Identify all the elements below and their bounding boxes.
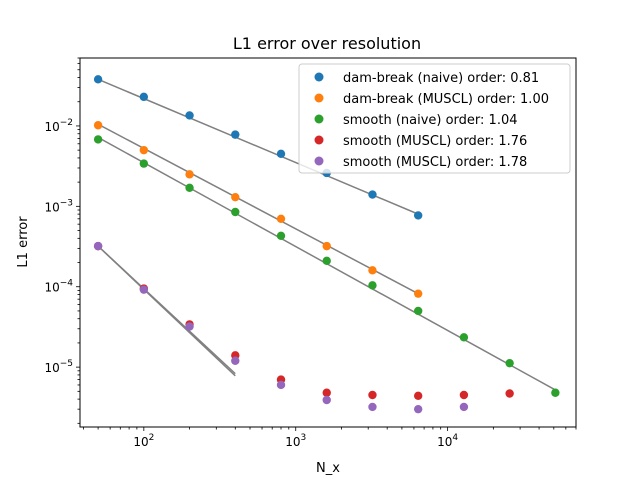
x-tick-label-2: 104 <box>437 433 458 449</box>
data-point-s0-0 <box>93 75 103 84</box>
data-point-s2-4 <box>276 231 286 241</box>
data-point-s3-6 <box>368 390 377 400</box>
data-point-s1-4 <box>276 214 286 223</box>
plot-area-frame <box>79 57 577 428</box>
legend-label-1: dam-break (MUSCL) order: 1.00 <box>343 92 549 107</box>
data-point-s3-7 <box>413 391 423 400</box>
fit-line-0 <box>97 78 419 215</box>
data-point-s1-7 <box>413 289 423 298</box>
legend-label-0: dam-break (naive) order: 0.81 <box>343 71 539 86</box>
y-tick-label-3: 10−2 <box>44 118 73 134</box>
data-point-s4-8 <box>459 402 469 412</box>
legend-marker-4 <box>314 156 324 166</box>
data-point-s2-3 <box>231 207 240 217</box>
data-point-s1-1 <box>139 145 149 155</box>
data-point-s2-0 <box>93 135 103 144</box>
fit-line-1 <box>97 123 419 295</box>
data-point-s0-2 <box>185 111 194 120</box>
legend-box <box>298 63 571 174</box>
legend-marker-0 <box>314 72 324 82</box>
data-point-s2-2 <box>185 183 194 193</box>
legend-marker-3 <box>314 135 324 145</box>
data-point-s0-7 <box>413 211 423 220</box>
data-point-s0-4 <box>276 149 286 159</box>
legend-label-3: smooth (MUSCL) order: 1.76 <box>343 134 527 149</box>
data-point-s3-8 <box>459 390 469 400</box>
data-point-s0-6 <box>368 190 377 199</box>
fit-line-4 <box>97 245 236 377</box>
data-point-s2-5 <box>322 256 331 266</box>
data-point-s2-7 <box>413 306 423 316</box>
data-point-s3-5 <box>322 388 331 397</box>
data-point-s2-6 <box>368 281 377 290</box>
data-point-s2-8 <box>459 333 469 342</box>
data-point-s4-5 <box>322 395 331 405</box>
legend-marker-2 <box>314 114 324 124</box>
data-point-s4-1 <box>139 285 149 294</box>
data-point-s4-4 <box>276 380 286 390</box>
data-point-s4-6 <box>368 402 377 412</box>
legend-label-4: smooth (MUSCL) order: 1.78 <box>343 155 527 170</box>
data-point-s1-0 <box>93 121 103 130</box>
data-point-s1-5 <box>322 241 331 251</box>
x-axis: 102 103 104 <box>82 427 577 449</box>
data-point-s4-2 <box>185 322 194 331</box>
legend-label-2: smooth (naive) order: 1.04 <box>343 113 518 128</box>
data-point-s1-6 <box>368 266 377 275</box>
legend-items: dam-break (naive) order: 0.81 dam-break (… <box>314 71 549 170</box>
data-point-s2-1 <box>139 159 149 168</box>
x-tick-label-0: 102 <box>133 433 154 449</box>
data-point-s1-2 <box>185 170 194 179</box>
x-tick-label-1: 103 <box>285 433 306 449</box>
data-point-s0-1 <box>139 92 149 102</box>
data-point-s4-3 <box>231 356 240 365</box>
data-point-s2-10 <box>551 388 560 397</box>
data-point-s0-3 <box>231 130 240 139</box>
y-axis: 10−5 10−4 10−3 10−2 <box>44 57 80 424</box>
data-point-s4-0 <box>93 241 103 251</box>
data-point-s1-3 <box>231 192 240 202</box>
y-tick-label-2: 10−3 <box>44 198 73 214</box>
y-axis-label: L1 error <box>16 216 31 268</box>
y-tick-label-1: 10−4 <box>44 279 73 295</box>
data-point-s4-7 <box>413 404 423 414</box>
x-axis-label: N_x <box>316 461 340 476</box>
data-point-s2-9 <box>505 358 514 368</box>
legend-marker-1 <box>314 93 324 103</box>
chart-title: L1 error over resolution <box>233 34 421 53</box>
data-point-s3-9 <box>505 389 514 398</box>
y-tick-label-0: 10−5 <box>44 359 73 375</box>
legend: dam-break (naive) order: 0.81 dam-break (… <box>298 63 571 174</box>
